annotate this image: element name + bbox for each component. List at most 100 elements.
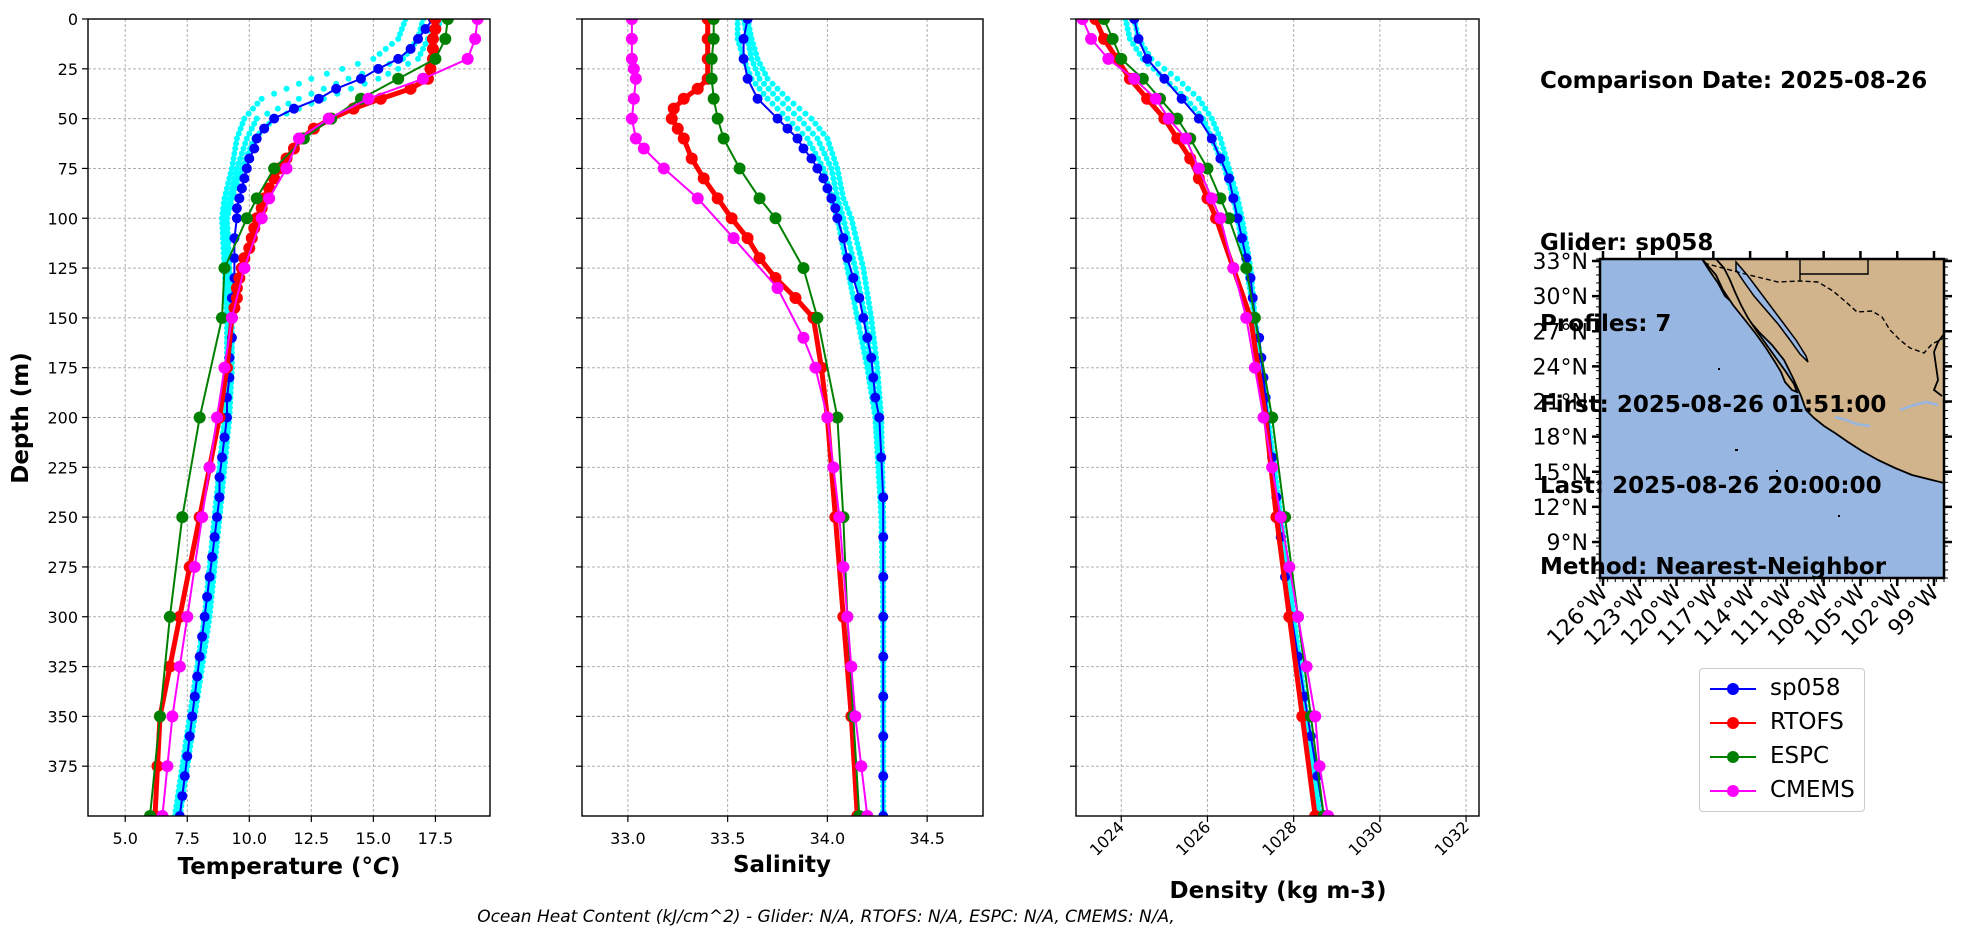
y-tick-label: 225 — [47, 458, 78, 477]
glider-profile-point — [809, 130, 816, 137]
cmems-point — [809, 361, 822, 374]
cmems-point — [1240, 311, 1253, 324]
rtofs-point — [691, 82, 704, 95]
glider-profile-point — [224, 230, 231, 237]
glider-profile-point — [804, 135, 811, 142]
series-group — [1076, 19, 1335, 816]
rtofs-point — [1171, 132, 1184, 145]
glider-profile-point — [207, 603, 214, 610]
glider-profile-point — [253, 115, 260, 122]
cmems-point — [1266, 461, 1279, 474]
glider-profile-point — [231, 150, 238, 157]
glider-profile-point — [870, 334, 877, 341]
sp058-point — [209, 532, 220, 543]
sp058-point — [858, 312, 869, 323]
glider-profile-point — [246, 130, 253, 137]
glider-profile-point — [848, 284, 855, 291]
glider-profile-point — [229, 160, 236, 167]
glider-profile-point — [856, 284, 863, 291]
glider-profile-point — [832, 160, 839, 167]
info-spacer — [1540, 149, 1927, 176]
glider-profile-point — [842, 200, 849, 207]
glider-profile-point — [857, 255, 864, 262]
glider-profile-point — [831, 180, 838, 187]
glider-profile-point — [844, 205, 851, 212]
cmems-point — [821, 411, 834, 424]
glider-profile-point — [1217, 135, 1224, 142]
cmems-point — [849, 710, 862, 723]
y-tick-label: 0 — [68, 10, 78, 29]
glider-profile-point — [224, 220, 231, 227]
sp058-point — [204, 571, 215, 582]
cmems-point — [1322, 810, 1335, 816]
sp058-point — [234, 193, 245, 204]
sp058-point — [217, 452, 227, 463]
glider-profile-point — [274, 105, 281, 112]
glider-profile-point — [420, 45, 426, 52]
cmems-point — [841, 610, 854, 623]
glider-profile-point — [759, 65, 766, 72]
glider-profile-point — [250, 105, 257, 112]
glider-profile-point — [1167, 70, 1174, 77]
cmems-point — [1085, 32, 1098, 45]
glider-profile-point — [737, 45, 744, 52]
rtofs-point — [424, 62, 437, 75]
cmems-point — [625, 19, 638, 25]
density-panel: 1024 1026 1028 1030 1032 — [1070, 18, 1480, 860]
x-tick-label: 34.0 — [810, 829, 846, 848]
y-tick-label: 300 — [47, 608, 78, 627]
glider-profile-point — [222, 190, 229, 197]
glider-profile-point — [227, 200, 234, 207]
series-group — [625, 19, 889, 816]
glider-profile-point — [225, 210, 232, 217]
sp058-point — [878, 691, 889, 702]
glider-profile-point — [835, 170, 842, 177]
glider-profile-point — [761, 80, 768, 87]
x-tick-label: 34.5 — [909, 829, 945, 848]
glider-profile-point — [213, 544, 220, 551]
glider-profile-point — [258, 95, 265, 102]
rtofs-point — [697, 172, 710, 185]
glider-profile-point — [339, 65, 346, 72]
glider-profile-point — [865, 294, 872, 301]
glider-profile-point — [227, 384, 234, 391]
espc-point — [250, 192, 263, 205]
glider-profile-point — [784, 115, 791, 122]
glider-profile-point — [753, 50, 760, 57]
glider-profile-point — [1224, 160, 1231, 167]
glider-profile-point — [832, 185, 839, 192]
glider-profile-point — [846, 210, 853, 217]
glider-profile-point — [826, 160, 833, 167]
espc-point — [1214, 192, 1227, 205]
glider-profile-point — [846, 240, 853, 247]
glider-profile-point — [242, 140, 249, 147]
espc-point — [1248, 311, 1261, 324]
rtofs-point — [685, 152, 698, 165]
map-lat-label: 15°N — [1533, 461, 1588, 486]
cmems-point — [1149, 92, 1162, 105]
glider-profile-point — [370, 55, 377, 62]
cmems-point — [771, 281, 784, 294]
cmems-point — [629, 72, 642, 85]
glider-profile-point — [1161, 65, 1168, 72]
glider-profile-point — [849, 289, 856, 296]
glider-profile-point — [1215, 130, 1222, 137]
glider-profile-point — [233, 135, 240, 142]
sp058-point — [241, 163, 252, 174]
glider-profile-point — [1185, 85, 1192, 92]
espc-point — [1240, 262, 1253, 275]
espc-point — [240, 212, 253, 225]
cmems-line — [1081, 19, 1330, 816]
glider-profile-point — [829, 170, 836, 177]
glider-profile-point — [264, 110, 271, 117]
cmems-point — [1274, 511, 1287, 524]
glider-profile-point — [1154, 60, 1161, 67]
x-tick-label: 15.0 — [356, 829, 392, 848]
cmems-point — [657, 162, 670, 175]
sp058-point — [1129, 19, 1140, 24]
glider-profile-point — [852, 265, 859, 272]
glider-profile-point — [1244, 245, 1251, 252]
glider-profile-point — [816, 125, 823, 132]
glider-profile-point — [1313, 793, 1320, 800]
glider-profile-point — [734, 30, 741, 37]
